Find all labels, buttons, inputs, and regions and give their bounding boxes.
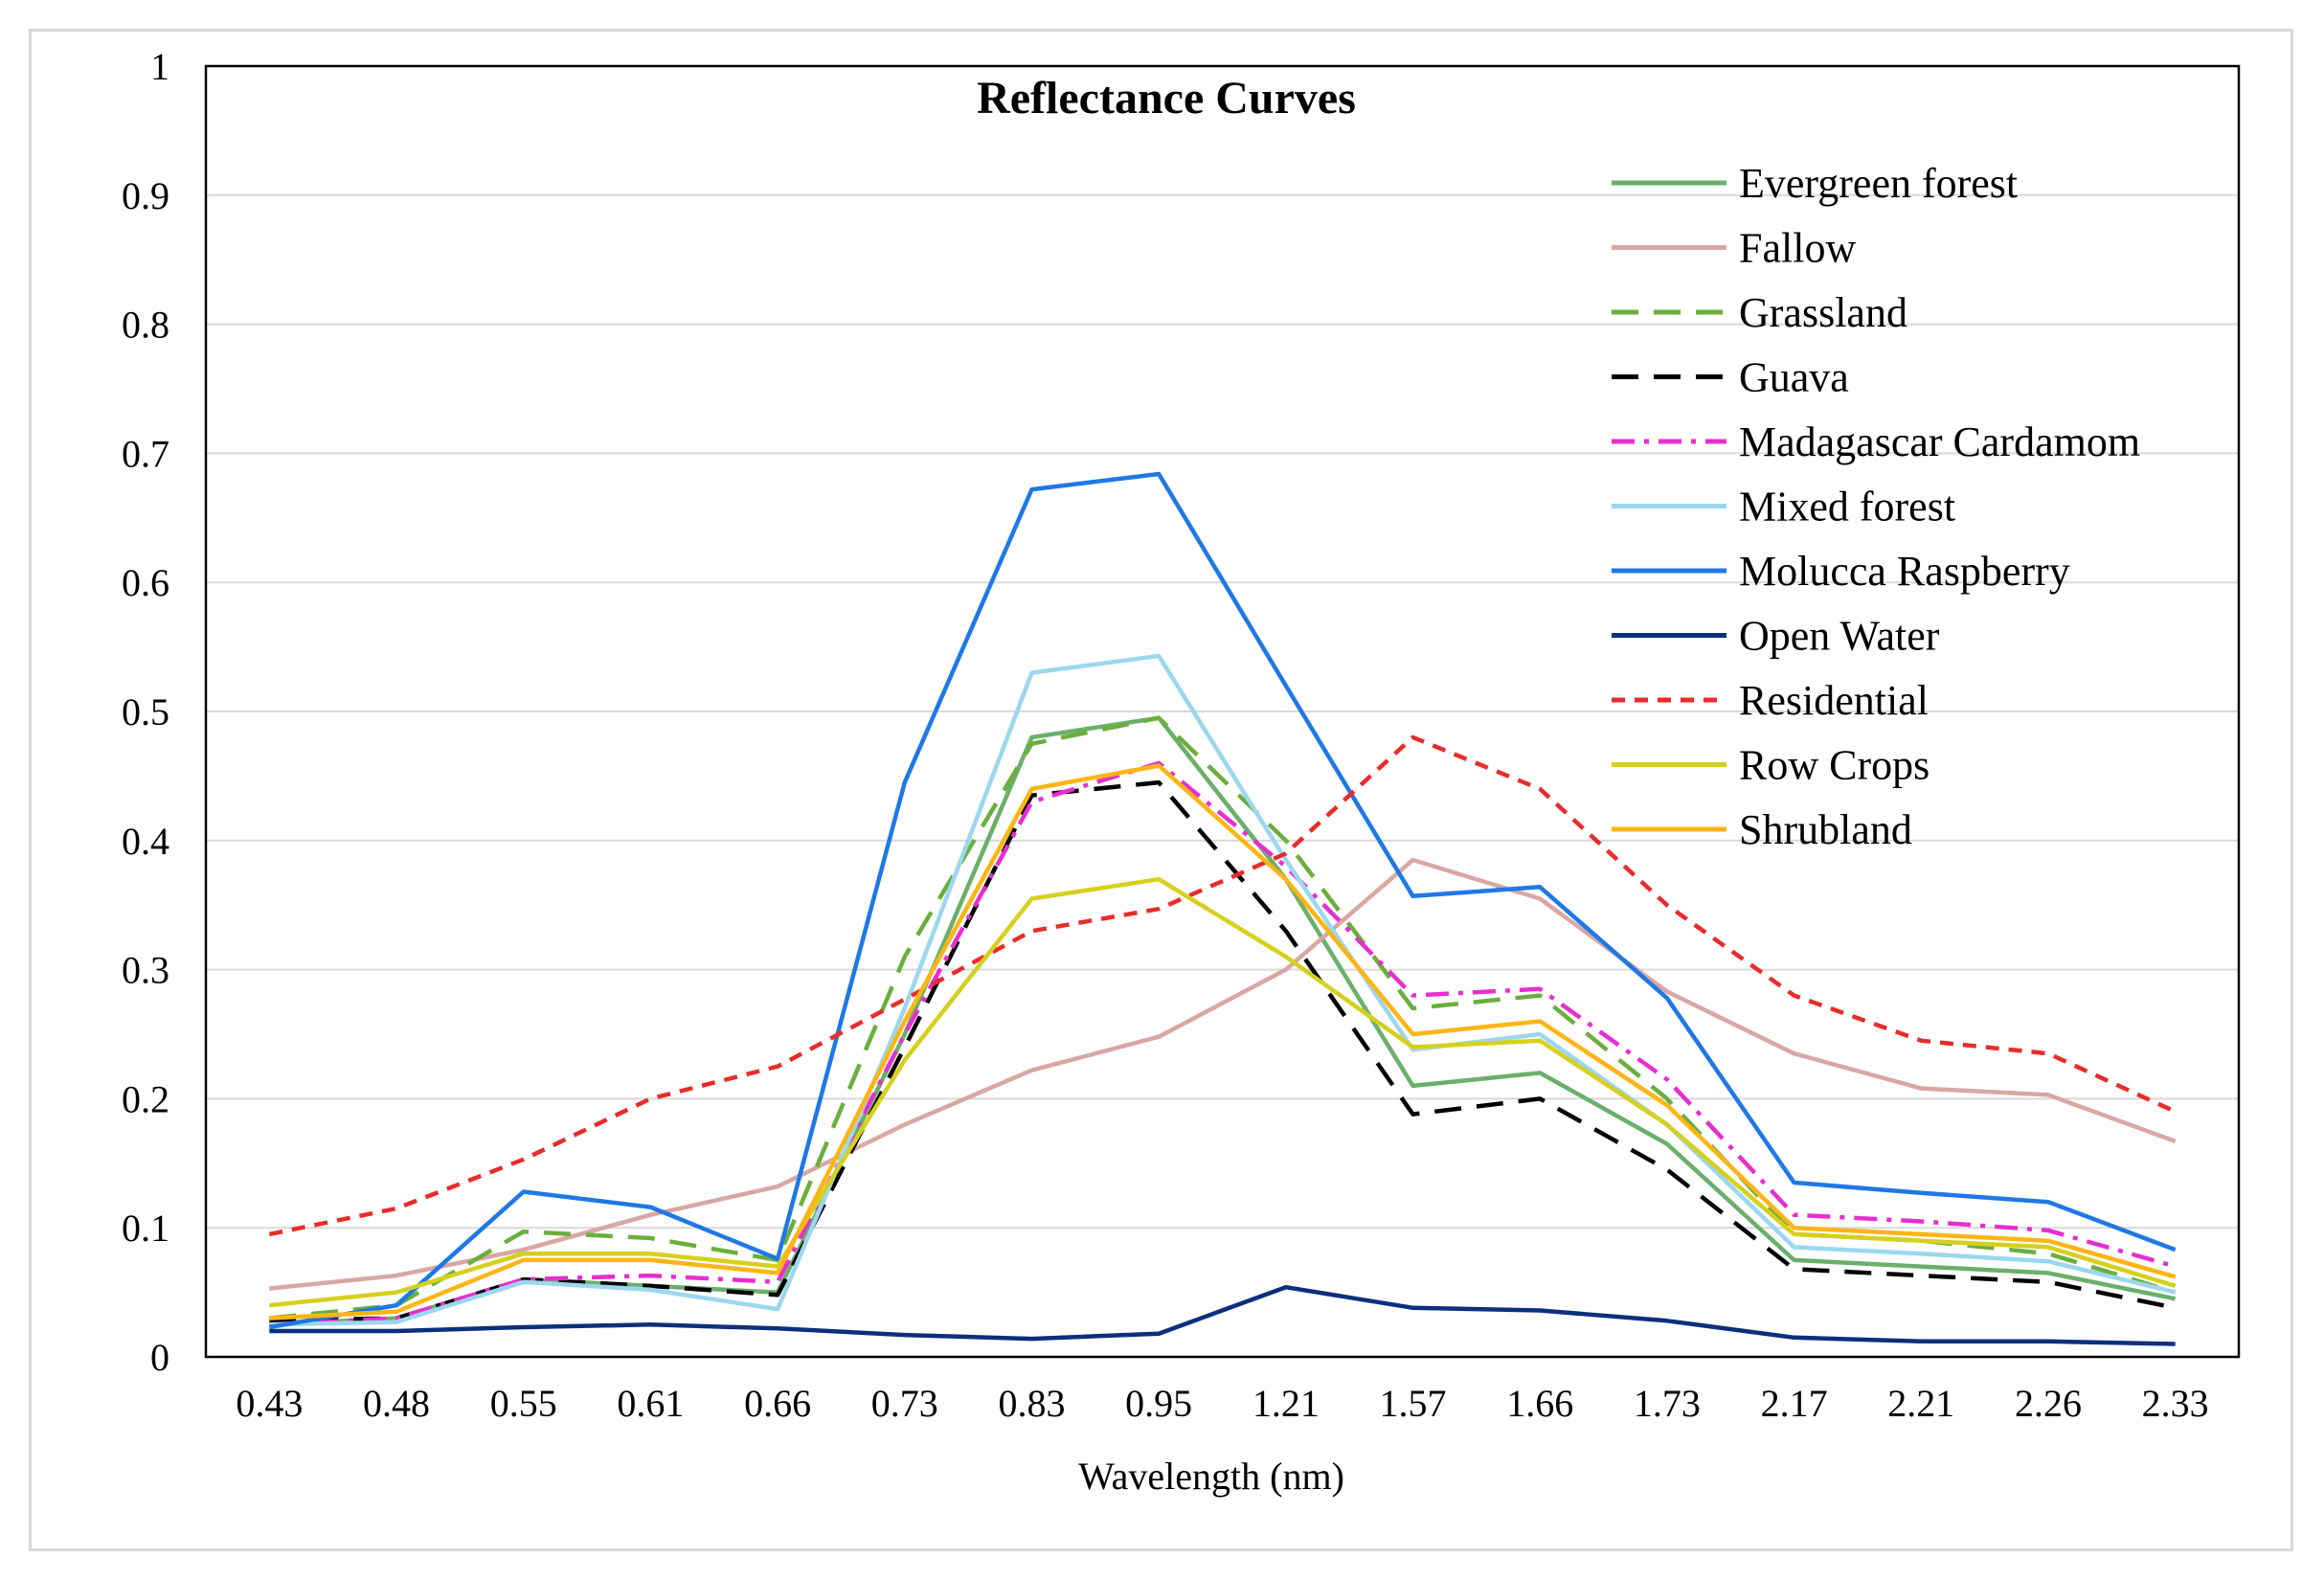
legend-label-row-crops: Row Crops — [1739, 742, 1929, 789]
x-tick-label: 0.73 — [871, 1382, 938, 1425]
chart-title: Reflectance Curves — [977, 73, 1356, 124]
y-tick-label: 0.1 — [122, 1207, 169, 1250]
x-tick-label: 0.61 — [617, 1382, 684, 1425]
reflectance-chart: 00.10.20.30.40.50.60.70.80.91 0.43 0.48 0.… — [122, 45, 2241, 1498]
series-line-shrubland — [269, 763, 2177, 1320]
series-line-evergreen-forest — [269, 715, 2177, 1327]
series-line-madagascar-cardamom — [269, 760, 2177, 1327]
series-line-fallow — [269, 857, 2177, 1291]
x-tick-label: 1.21 — [1252, 1382, 1320, 1425]
y-axis-ticks: 0 0.1 0.2 0.3 0.4 0.5 0.6 0.7 0.8 0.9 1 — [122, 45, 169, 1379]
x-axis-ticks: 0.43 0.48 0.55 0.61 0.66 0.73 0.83 0.95 1.21 1.57… — [236, 1382, 2208, 1425]
y-tick-label: 1 — [150, 45, 169, 88]
x-tick-label: 2.33 — [2142, 1382, 2209, 1425]
x-tick-label: 2.21 — [1887, 1382, 1954, 1425]
y-tick-label: 0.6 — [122, 561, 169, 604]
series-line-guava — [269, 779, 2177, 1323]
legend-label-fallow: Fallow — [1739, 225, 1856, 272]
legend-label-madagascar-cardamom: Madagascar Cardamom — [1739, 418, 2140, 465]
plot-area-border — [204, 64, 2241, 1359]
legend-label-open-water: Open Water — [1739, 613, 1940, 660]
y-tick-label: 0.9 — [122, 174, 169, 217]
x-tick-label: 0.48 — [363, 1382, 430, 1425]
x-tick-label: 2.17 — [1761, 1382, 1828, 1425]
y-tick-label: 0 — [150, 1336, 169, 1379]
series-line-row-crops — [269, 876, 2177, 1308]
legend-label-grassland: Grassland — [1739, 289, 1907, 336]
x-tick-label: 0.83 — [998, 1382, 1065, 1425]
x-tick-label: 0.66 — [744, 1382, 811, 1425]
gridlines — [206, 193, 2239, 1230]
legend: Evergreen forest Fallow Grassland Guava Mada… — [1612, 160, 2140, 853]
y-tick-label: 0.2 — [122, 1077, 169, 1120]
y-tick-label: 0.5 — [122, 690, 169, 734]
x-tick-label: 2.26 — [2015, 1382, 2082, 1425]
series-line-mixed-forest — [269, 653, 2177, 1327]
legend-label-residential: Residential — [1739, 677, 1929, 724]
y-tick-label: 0.7 — [122, 432, 169, 475]
x-tick-label: 0.55 — [490, 1382, 557, 1425]
x-axis-label: Wavelength (nm) — [1078, 1455, 1344, 1498]
series-lines — [268, 471, 2177, 1346]
x-tick-label: 1.57 — [1380, 1382, 1447, 1425]
x-tick-label: 1.73 — [1634, 1382, 1701, 1425]
y-tick-label: 0.3 — [122, 949, 169, 992]
y-tick-label: 0.4 — [122, 820, 169, 863]
series-line-residential — [268, 734, 2177, 1237]
series-line-molucca-raspberry — [268, 471, 2177, 1330]
legend-label-guava: Guava — [1739, 354, 1849, 401]
chart-frame: 0 0.1 0.2 0.3 0.4 0.5 0.6 0.7 0.8 0.9 1 0.43 0.48 0.… — [29, 29, 2293, 1551]
legend-label-mixed-forest: Mixed forest — [1739, 484, 1955, 530]
x-tick-label: 0.95 — [1125, 1382, 1192, 1425]
y-tick-label: 0.8 — [122, 304, 169, 347]
legend-label-evergreen-forest: Evergreen forest — [1739, 160, 2018, 207]
x-tick-label: 0.43 — [236, 1382, 303, 1425]
series-line-open-water — [269, 1284, 2176, 1346]
x-tick-label: 1.66 — [1506, 1382, 1573, 1425]
legend-label-shrubland: Shrubland — [1739, 806, 1912, 853]
legend-label-molucca-raspberry: Molucca Raspberry — [1739, 548, 2070, 595]
